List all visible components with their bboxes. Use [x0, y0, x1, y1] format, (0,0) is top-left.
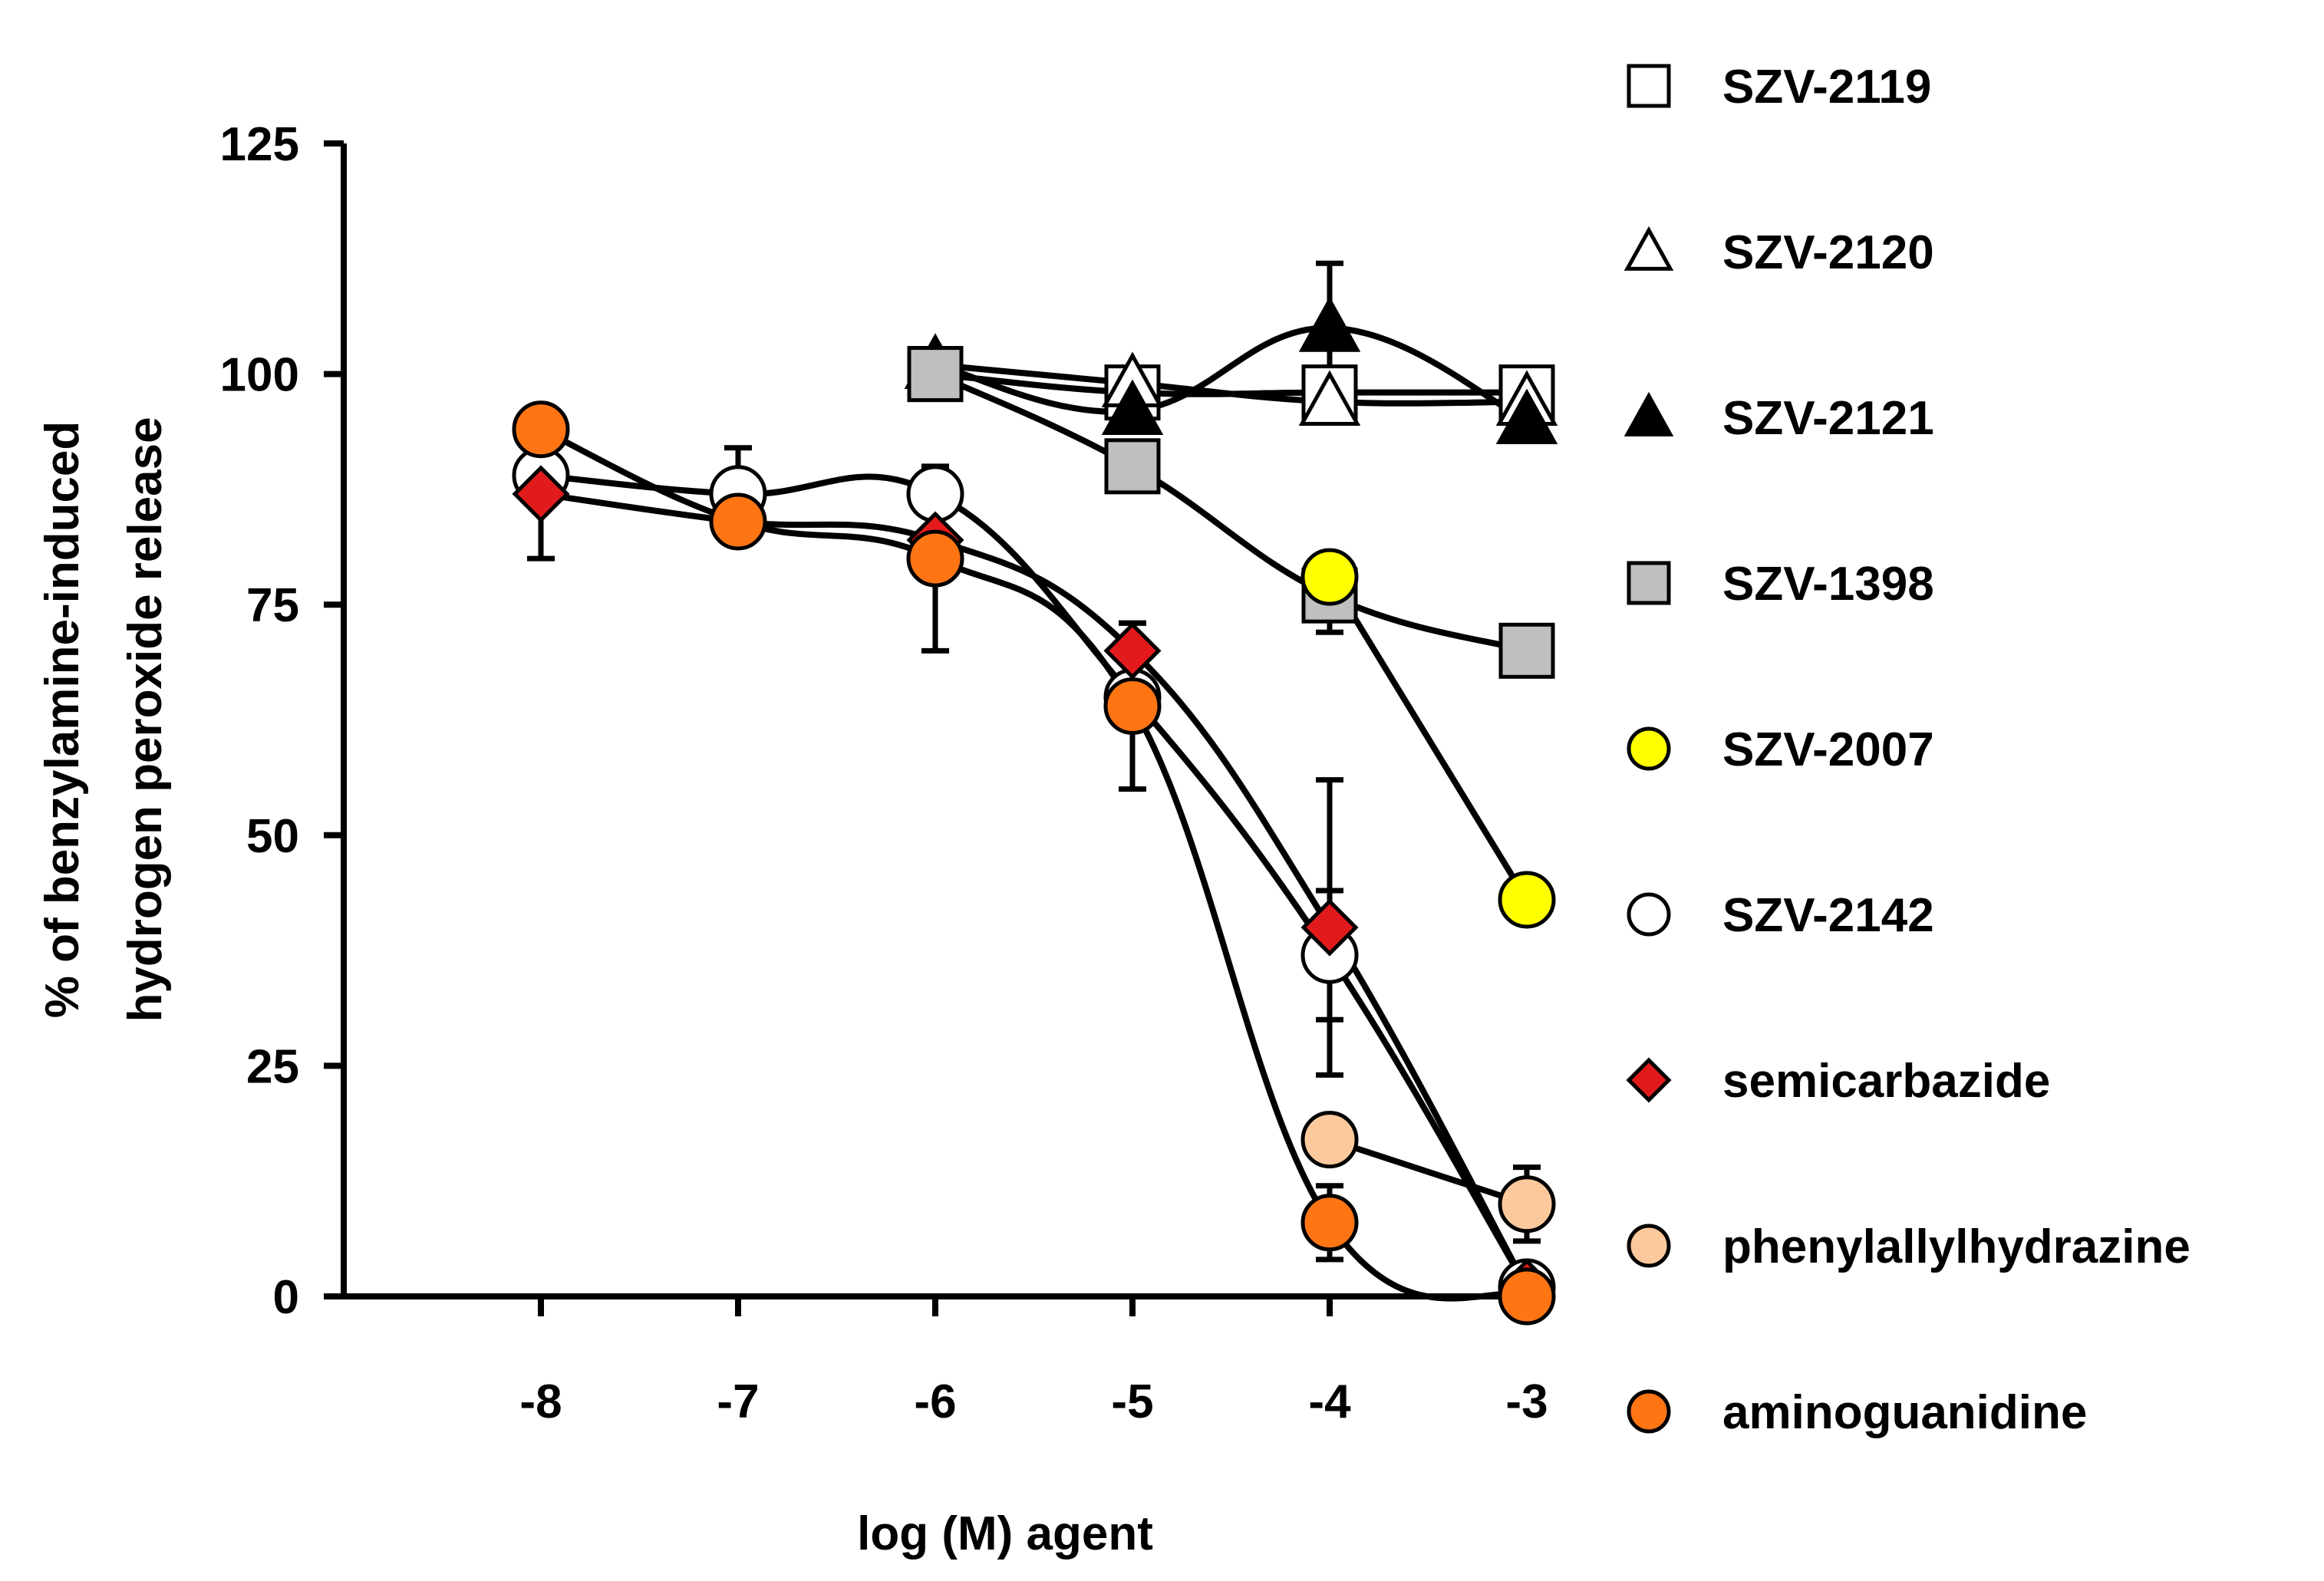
axes	[341, 143, 1534, 1299]
series-line	[932, 324, 1530, 423]
legend-label: SZV-2120	[1722, 226, 1934, 279]
y-axis-title-line-2: hydrogen peroxide release	[119, 417, 172, 1022]
data-point	[907, 346, 964, 403]
data-point	[1298, 296, 1361, 352]
legend-label: aminoguanidine	[1722, 1386, 2087, 1439]
y-axis-title: % of benzylamine-induced hydrogen peroxi…	[36, 417, 172, 1022]
y-tick-label: 25	[246, 1040, 299, 1093]
legend-label: SZV-2121	[1722, 392, 1934, 445]
x-tick-label: -7	[717, 1375, 759, 1428]
x-tick-label: -8	[519, 1375, 562, 1428]
ticks: 0 25 50 75 100 125 -8 -7 -6 -5 -4 -3	[220, 118, 1548, 1428]
data-point	[1300, 548, 1359, 606]
x-axis-title: log (M) agent	[857, 1507, 1153, 1560]
legend-label: semicarbazide	[1722, 1055, 2050, 1108]
data-point	[512, 465, 570, 523]
legend-symbol	[1624, 391, 1674, 436]
legend: SZV-2119 SZV-2120 SZV-2121 SZV-1398 SZV-2007…	[1624, 61, 2190, 1439]
legend-symbol	[1624, 226, 1674, 271]
legend-symbol	[1626, 1057, 1672, 1103]
legend-label: SZV-1398	[1722, 558, 1934, 611]
data-point	[1300, 1194, 1359, 1252]
legend-label: SZV-2142	[1722, 889, 1934, 942]
series-line	[1327, 1136, 1530, 1207]
legend-symbol	[1627, 1224, 1671, 1268]
y-tick-label: 125	[220, 118, 299, 171]
legend-label: SZV-2007	[1722, 723, 1934, 776]
legend-symbol	[1627, 1389, 1671, 1434]
y-tick-label: 0	[273, 1271, 299, 1324]
x-tick-label: -6	[914, 1375, 956, 1428]
data-point	[512, 400, 570, 459]
series-line	[932, 371, 1530, 654]
data-point	[1300, 1111, 1359, 1169]
data-markers	[512, 296, 1558, 1326]
legend-label: SZV-2119	[1722, 61, 1931, 114]
data-point	[906, 529, 964, 588]
data-point	[1498, 622, 1555, 679]
x-tick-label: -5	[1111, 1375, 1153, 1428]
data-point	[1495, 388, 1558, 445]
y-tick-label: 75	[246, 579, 299, 632]
series-line	[932, 361, 1530, 407]
data-point	[709, 492, 767, 551]
error-bars	[527, 260, 1541, 1263]
x-tick-label: -3	[1505, 1375, 1548, 1428]
x-tick-label: -4	[1308, 1375, 1351, 1428]
series-line	[1327, 574, 1530, 903]
data-point	[1498, 1175, 1556, 1234]
legend-symbol	[1627, 726, 1671, 771]
y-tick-label: 100	[220, 349, 299, 402]
series-lines	[538, 324, 1530, 1302]
series-line	[538, 426, 1530, 1302]
data-point	[1498, 1267, 1556, 1326]
legend-symbol	[1627, 561, 1671, 605]
data-point	[1103, 677, 1162, 735]
data-point	[1103, 621, 1162, 680]
legend-label: phenylallylhydrazine	[1722, 1220, 2190, 1273]
legend-symbol	[1627, 64, 1671, 108]
legend-symbol	[1627, 892, 1671, 937]
data-point	[1298, 370, 1361, 426]
y-tick-label: 50	[246, 810, 299, 863]
data-point	[1498, 871, 1556, 929]
data-point	[1104, 438, 1161, 495]
data-point	[1300, 898, 1359, 957]
data-point	[1101, 379, 1164, 435]
y-axis-title-line-1: % of benzylamine-induced	[36, 421, 89, 1019]
